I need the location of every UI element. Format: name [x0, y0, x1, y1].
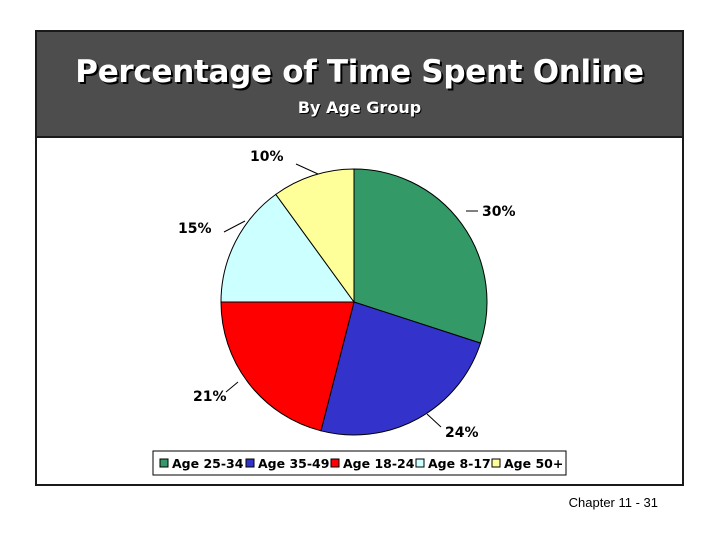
- title-banner: Percentage of Time Spent Online By Age G…: [37, 32, 682, 138]
- data-label: 24%: [445, 425, 479, 441]
- data-label: 10%: [250, 149, 284, 165]
- data-label: 15%: [178, 221, 212, 237]
- pie-slice-age-18-24: [220, 301, 355, 432]
- pie-slice-age-8-17: [220, 193, 355, 303]
- legend-swatch: [491, 458, 501, 468]
- legend-label: Age 50+: [504, 456, 563, 471]
- leader-line: [426, 413, 442, 428]
- leader-line: [295, 163, 319, 175]
- slide-footer: Chapter 11 - 31: [568, 495, 658, 510]
- pie-slice-age-35-49: [320, 301, 482, 436]
- legend-swatch: [245, 458, 255, 468]
- legend-label: Age 35-49: [258, 456, 329, 471]
- legend-label: Age 25-34: [172, 456, 244, 471]
- slide-title: Percentage of Time Spent Online: [75, 54, 644, 90]
- leader-line: [225, 381, 239, 393]
- data-label: 30%: [482, 204, 516, 220]
- legend-swatch: [159, 458, 169, 468]
- leader-line: [223, 220, 246, 233]
- legend-swatch: [330, 458, 340, 468]
- data-label: 21%: [193, 389, 227, 405]
- pie-slice-age-25-34: [353, 168, 488, 344]
- legend-label: Age 18-24: [343, 456, 415, 471]
- legend-label: Age 8-17: [428, 456, 491, 471]
- legend-swatch: [415, 458, 425, 468]
- slide-subtitle: By Age Group: [297, 98, 422, 117]
- pie-slice-age-50-: [275, 168, 355, 304]
